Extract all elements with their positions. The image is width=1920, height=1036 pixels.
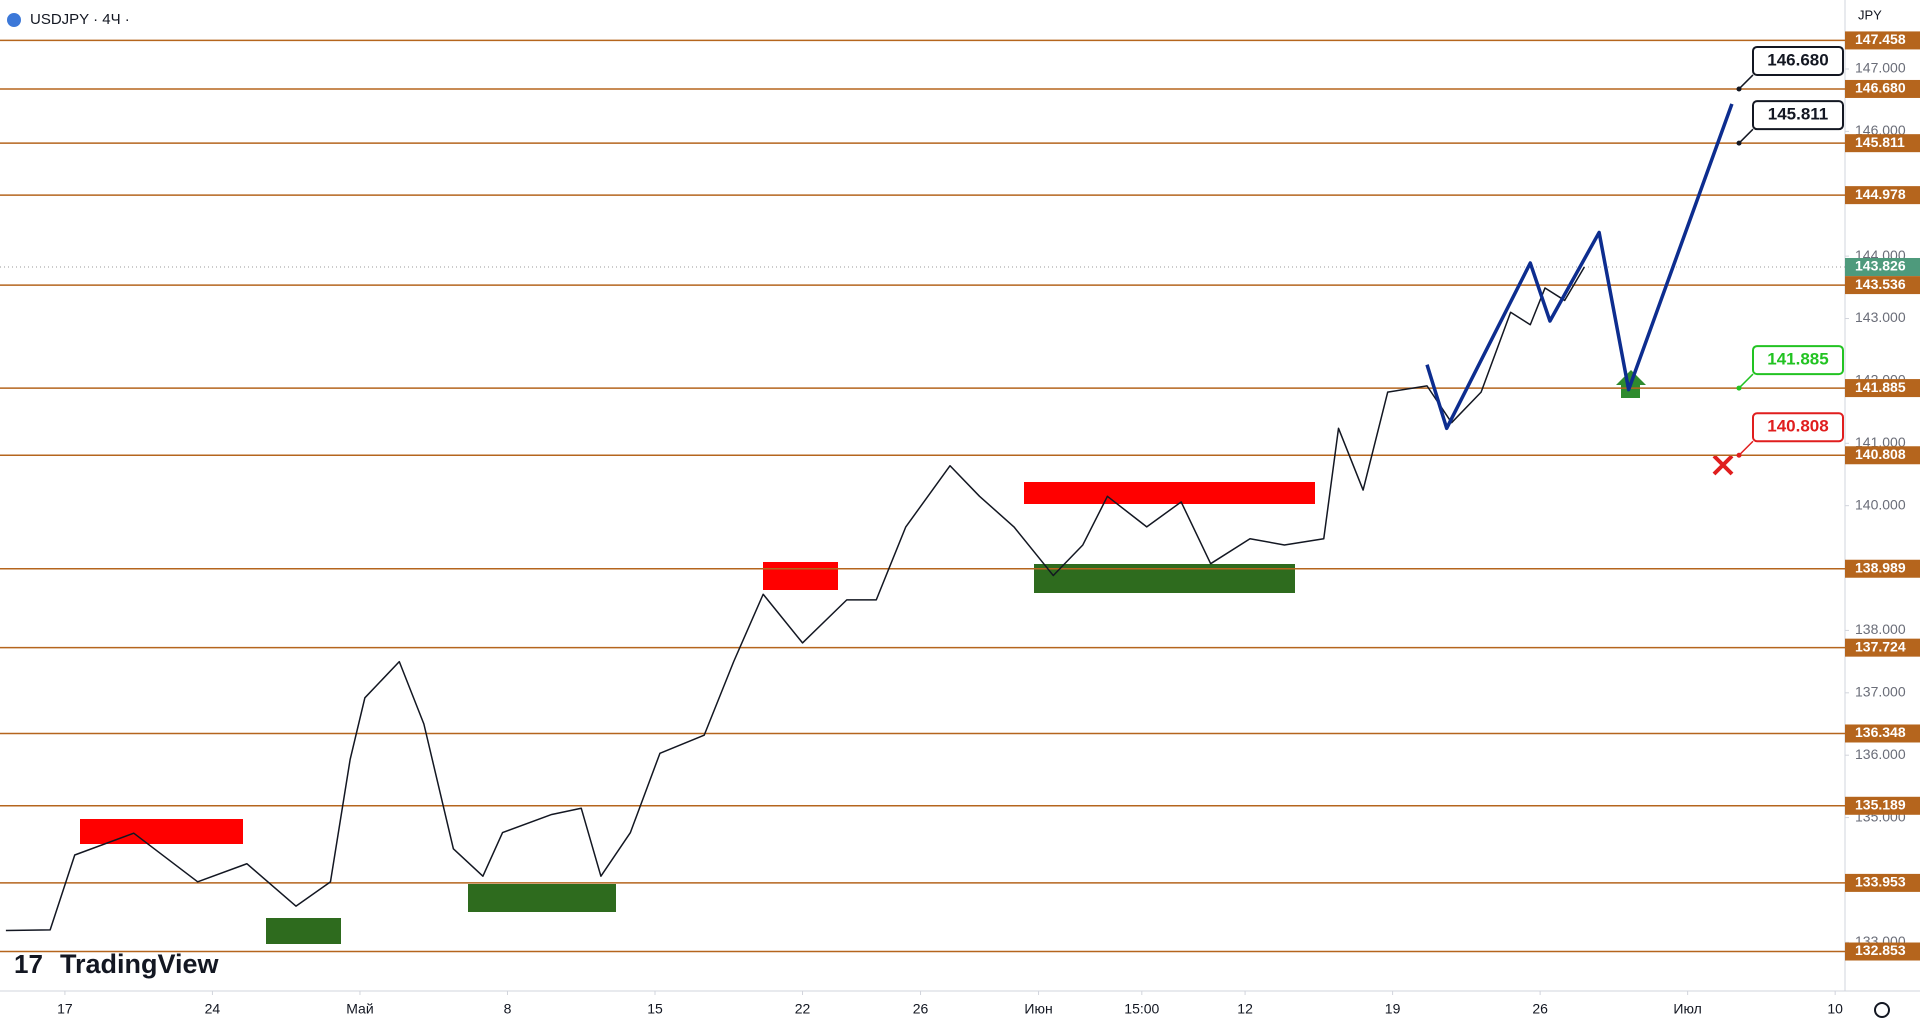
- callout-label: 141.885: [1767, 350, 1828, 369]
- x-tick-label: 17: [57, 1001, 73, 1017]
- level-box: [1845, 559, 1920, 578]
- level-box: [1845, 724, 1920, 743]
- level-box: [1845, 31, 1920, 50]
- level-box: [1845, 446, 1920, 465]
- level-label: 141.885: [1855, 379, 1906, 395]
- level-label: 133.953: [1855, 874, 1906, 890]
- level-label: 132.853: [1855, 942, 1906, 958]
- level-label: 143.536: [1855, 276, 1906, 292]
- projection-line: [1425, 103, 1734, 431]
- x-tick-label: 26: [1532, 1001, 1548, 1017]
- x-tick-label: Май: [346, 1001, 373, 1017]
- level-box: [1845, 79, 1920, 98]
- callout-box: [1752, 45, 1844, 76]
- callout-pointer: [1738, 440, 1754, 456]
- callout-box: [1752, 100, 1844, 131]
- y-tick-label: 147.000: [1855, 60, 1906, 76]
- callout-label: 140.808: [1767, 417, 1828, 436]
- callout-anchor: [1736, 86, 1742, 92]
- level-box: [1845, 796, 1920, 815]
- y-tick-label: 146.000: [1855, 122, 1906, 138]
- x-tick-label: 8: [504, 1001, 512, 1017]
- support-zone: [266, 918, 341, 944]
- callout-anchor: [1736, 140, 1742, 146]
- callout-pointer: [1738, 128, 1754, 144]
- brand: TradingView: [60, 949, 220, 979]
- level-box: [1845, 638, 1920, 657]
- price-line: [5, 266, 1586, 932]
- level-box: [1845, 942, 1920, 961]
- resistance-zone: [1024, 482, 1315, 504]
- y-tick-label: 141.000: [1855, 434, 1906, 450]
- last-price-box: [1845, 257, 1920, 276]
- x-tick-label: 15: [647, 1001, 663, 1017]
- y-tick-label: 138.000: [1855, 621, 1906, 637]
- cross-marker: [1712, 454, 1734, 476]
- callout-label: 146.680: [1767, 50, 1828, 69]
- y-tick-label: 140.000: [1855, 496, 1906, 512]
- x-tick-label: 10: [1827, 1001, 1843, 1017]
- x-tick-label: Июл: [1673, 1001, 1701, 1017]
- y-tick-label: 136.000: [1855, 746, 1906, 762]
- last-price-label: 143.826: [1855, 258, 1906, 274]
- support-zone: [468, 884, 616, 912]
- callout-box: [1752, 345, 1844, 376]
- callout-label: 145.811: [1768, 105, 1829, 124]
- x-tick-label: Июн: [1024, 1001, 1052, 1017]
- brand-logo: 17: [14, 949, 43, 979]
- level-box: [1845, 379, 1920, 398]
- x-tick-label: 24: [205, 1001, 221, 1017]
- resistance-zone: [80, 819, 243, 844]
- level-label: 135.189: [1855, 796, 1906, 812]
- x-tick-label: 19: [1385, 1001, 1401, 1017]
- callout-anchor: [1736, 385, 1742, 391]
- flag-icon: [7, 13, 21, 27]
- x-tick-label: 26: [913, 1001, 929, 1017]
- level-label: 140.808: [1855, 446, 1906, 462]
- settings-icon[interactable]: [1874, 1002, 1890, 1018]
- x-tick-label: 12: [1237, 1001, 1253, 1017]
- resistance-zone: [763, 562, 838, 590]
- y-tick-label: 143.000: [1855, 309, 1906, 325]
- chart-title: USDJPY · 4Ч ·: [30, 11, 130, 28]
- level-label: 147.458: [1855, 31, 1906, 47]
- level-label: 138.989: [1855, 559, 1906, 575]
- currency[interactable]: JPY: [1858, 7, 1882, 22]
- callout-box: [1752, 412, 1844, 443]
- level-box: [1845, 873, 1920, 892]
- callout-pointer: [1738, 74, 1754, 90]
- level-box: [1845, 134, 1920, 153]
- level-box: [1845, 186, 1920, 205]
- level-label: 136.348: [1855, 724, 1906, 740]
- level-label: 144.978: [1855, 186, 1906, 202]
- x-tick-label: 22: [795, 1001, 811, 1017]
- x-tick-label: 15:00: [1124, 1001, 1159, 1017]
- level-label: 146.680: [1855, 80, 1906, 96]
- y-tick-label: 137.000: [1855, 684, 1906, 700]
- callout-anchor: [1736, 452, 1742, 458]
- callout-pointer: [1738, 373, 1754, 389]
- level-box: [1845, 276, 1920, 295]
- level-label: 145.811: [1855, 134, 1905, 150]
- level-label: 137.724: [1855, 638, 1906, 654]
